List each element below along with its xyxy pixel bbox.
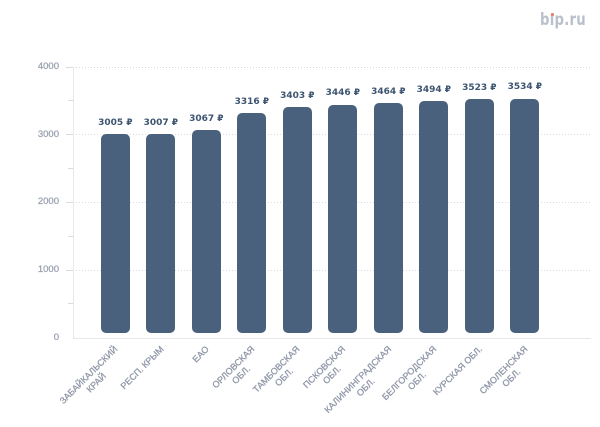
x-axis-line xyxy=(73,337,591,339)
bar-4 xyxy=(237,113,267,333)
logo-text-rest: p.ru xyxy=(554,10,586,30)
bar-3 xyxy=(191,130,221,333)
y-axis-line xyxy=(73,67,74,338)
bar-value-label-4: 3316 ₽ xyxy=(234,96,270,107)
bar-10 xyxy=(510,98,540,333)
bar-value-label-10: 3534 ₽ xyxy=(507,82,543,93)
bar-2 xyxy=(146,134,176,333)
y-tick-label-1000: 1000 xyxy=(37,264,59,276)
bar-value-label-9: 3523 ₽ xyxy=(462,82,497,93)
bar-value-label-1: 3005 ₽ xyxy=(98,117,133,128)
x-tick-label-3: ЕАО xyxy=(190,343,211,365)
bar-value-label-8: 3494 ₽ xyxy=(416,84,452,95)
bar-5 xyxy=(282,107,312,333)
x-tick-label-10: СМОЛЕНСКАЯ ОБЛ. xyxy=(477,343,530,396)
y-major-tick-2000 xyxy=(66,201,73,203)
logo-text-i: ı xyxy=(550,10,555,30)
bar-value-label-3: 3067 ₽ xyxy=(189,113,224,124)
logo-text-i-glyph: ı xyxy=(549,10,555,30)
y-gridline-4000 xyxy=(73,66,591,68)
x-tick-label-5: ТАМБОВСКАЯ ОБЛ. xyxy=(251,343,302,395)
logo-i-dot-icon xyxy=(550,12,554,17)
y-major-tick-1000 xyxy=(66,269,73,271)
y-major-tick-3000 xyxy=(66,134,73,136)
x-tick-label-1: ЗАБАЙКАЛЬСКИЙ КРАЙ xyxy=(58,343,120,406)
bar-value-label-7: 3464 ₽ xyxy=(371,86,406,97)
bar-6 xyxy=(328,104,358,333)
bar-9 xyxy=(464,99,494,333)
y-minor-tick-500 xyxy=(68,303,73,305)
y-tick-label-3000: 3000 xyxy=(37,128,59,140)
bar-value-label-6: 3446 ₽ xyxy=(325,88,361,98)
y-major-tick-4000 xyxy=(66,66,73,68)
y-tick-label-0: 0 xyxy=(53,331,60,343)
logo-bip-ru: bı p.ru xyxy=(540,12,586,29)
bar-7 xyxy=(373,103,403,333)
y-minor-tick-3500 xyxy=(68,100,73,102)
bar-value-label-2: 3007 ₽ xyxy=(143,117,179,128)
bar-1 xyxy=(100,134,130,333)
logo-text-b: b xyxy=(540,10,550,30)
y-minor-tick-1500 xyxy=(68,235,73,237)
y-tick-label-2000: 2000 xyxy=(37,196,59,208)
y-minor-tick-2500 xyxy=(68,168,73,170)
x-tick-label-2: РЕСП. КРЫМ xyxy=(118,343,166,391)
bar-value-label-5: 3403 ₽ xyxy=(280,90,315,101)
bar-8 xyxy=(419,101,449,333)
y-tick-label-4000: 4000 xyxy=(37,61,59,72)
